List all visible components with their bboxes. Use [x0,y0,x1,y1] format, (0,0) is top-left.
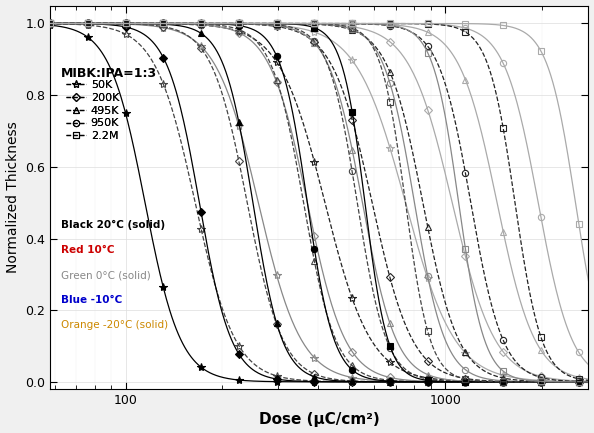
Text: Green 0°C (solid): Green 0°C (solid) [61,270,150,280]
Text: Red 10°C: Red 10°C [61,245,114,255]
Legend: 50K, 200K, 495K, 950K, 2.2M: 50K, 200K, 495K, 950K, 2.2M [67,80,119,141]
Text: MIBK:IPA=1:3: MIBK:IPA=1:3 [61,67,157,80]
Text: Blue -10°C: Blue -10°C [61,295,122,305]
Y-axis label: Normalized Thickness: Normalized Thickness [5,121,20,273]
Text: Orange -20°C (solid): Orange -20°C (solid) [61,320,168,330]
Text: Black 20°C (solid): Black 20°C (solid) [61,220,165,230]
X-axis label: Dose (μC/cm²): Dose (μC/cm²) [259,413,380,427]
